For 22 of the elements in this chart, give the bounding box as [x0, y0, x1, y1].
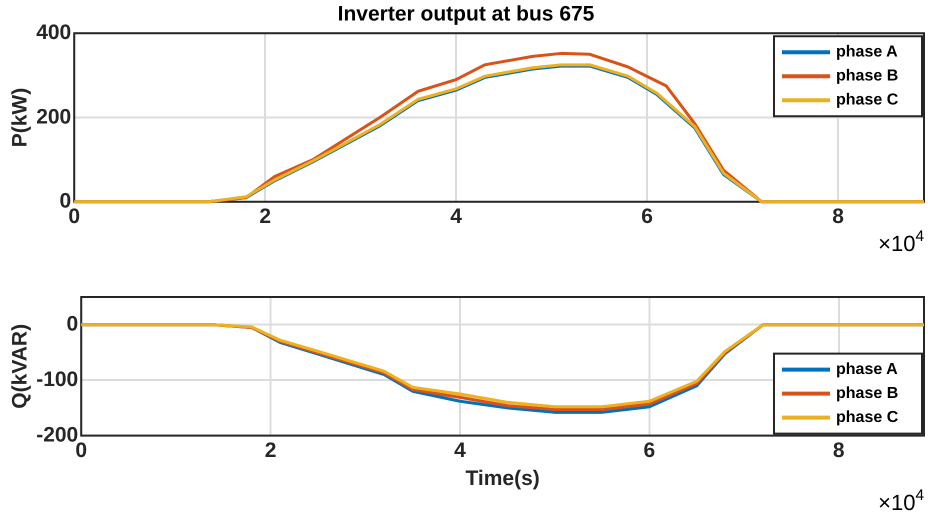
legend-label: phase B [836, 68, 898, 85]
legend-label: phase C [836, 92, 899, 109]
x-tick-label: 8 [832, 438, 845, 462]
x-axis-title: Time(s) [465, 467, 540, 490]
legend-label: phase A [836, 361, 898, 378]
chart-title: Inverter output at bus 675 [338, 2, 595, 26]
legend-label: phase B [836, 385, 898, 402]
y-tick-label: -100 [36, 368, 78, 391]
x-tick-label: 6 [641, 205, 653, 228]
y-axis-title: Q(kVAR) [8, 324, 32, 409]
legend-label: phase A [836, 44, 898, 61]
x-tick-label: 4 [450, 205, 462, 228]
x-tick-label: 6 [644, 438, 656, 462]
x-tick-label: 4 [454, 438, 466, 462]
x-tick-label: 8 [832, 205, 844, 228]
y-tick-label: 0 [66, 312, 78, 336]
y-tick-label: 400 [36, 20, 72, 44]
legend-label: phase C [836, 409, 899, 426]
x-tick-label: 2 [259, 205, 272, 228]
y-tick-label: 200 [36, 105, 72, 128]
y-axis-title: P(kW) [8, 88, 32, 148]
x-tick-label: 2 [264, 438, 276, 462]
